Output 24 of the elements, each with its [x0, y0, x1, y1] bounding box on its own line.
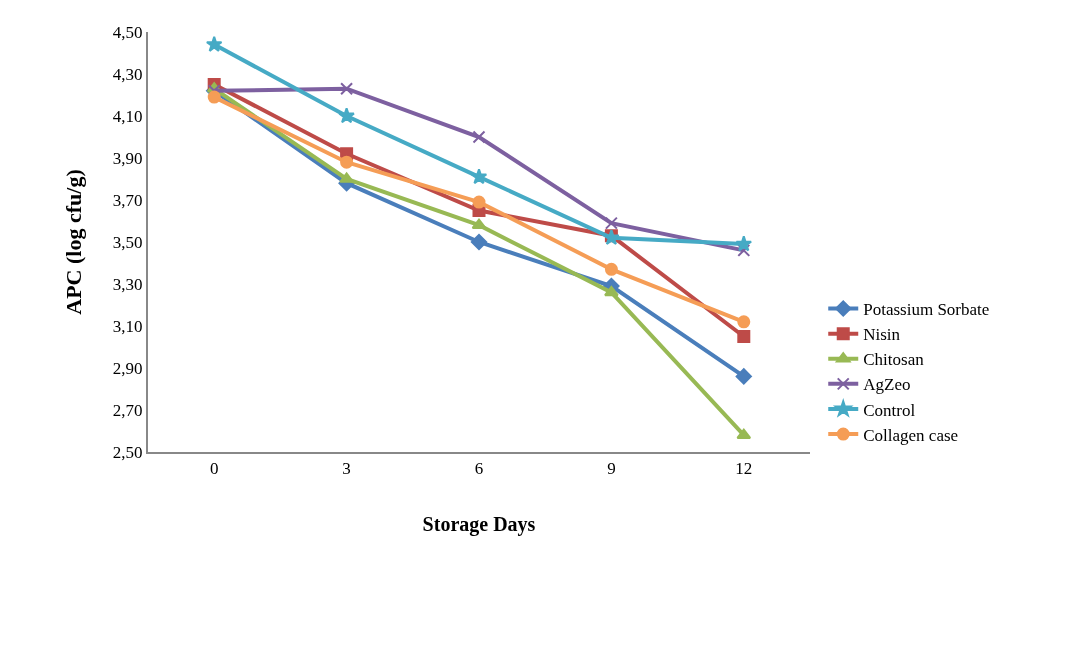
y-tick-label: 3,90 [112, 148, 143, 168]
legend-label: Nisin [863, 325, 901, 345]
legend-label: Collagen case [863, 425, 959, 445]
y-tick-label: 3,30 [112, 274, 143, 294]
x-tick-label: 6 [474, 459, 484, 479]
x-tick-label: 12 [735, 459, 753, 479]
legend-label: Chitosan [863, 350, 925, 370]
y-tick-label: 4,30 [112, 64, 143, 84]
x-tick-label: 3 [342, 459, 351, 479]
x-tick-label: 0 [209, 459, 219, 479]
legend-label: AgZeo [863, 375, 911, 395]
legend-label: Potassium Sorbate [863, 300, 990, 320]
y-tick-label: 4,50 [112, 22, 143, 42]
x-axis-title: Storage Days [422, 513, 536, 537]
y-tick-label: 2,70 [112, 400, 143, 420]
y-axis-title: APC (log cfu/g) [61, 169, 87, 315]
legend-label: Control [863, 400, 916, 420]
y-tick-label: 2,90 [112, 358, 143, 378]
y-tick-label: 2,50 [112, 442, 143, 462]
y-tick-label: 3,10 [112, 316, 143, 336]
x-tick-label: 9 [607, 459, 616, 479]
y-tick-label: 3,70 [112, 190, 143, 210]
y-tick-label: 3,50 [112, 232, 143, 252]
y-tick-label: 4,10 [112, 106, 143, 126]
